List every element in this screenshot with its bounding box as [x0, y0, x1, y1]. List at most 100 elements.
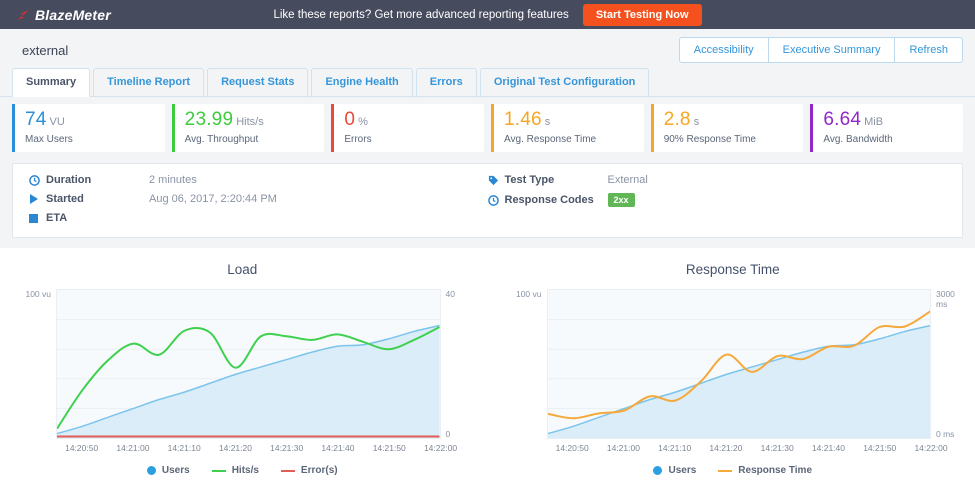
detail-row-duration: Duration2 minutes — [29, 174, 488, 186]
legend-line-marker — [212, 470, 226, 472]
kpi-unit: MiB — [864, 116, 883, 128]
x-axis-ticks: 14:20:50 14:21:00 14:21:10 14:21:20 14:21:30… — [56, 443, 441, 455]
brand-name: BlazeMeter — [35, 7, 111, 23]
kpi-label: Avg. Response Time — [504, 134, 634, 145]
x-tick-label: 14:20:50 — [556, 443, 589, 453]
kpi-label: Errors — [344, 134, 474, 145]
tab-errors[interactable]: Errors — [416, 68, 477, 97]
tab-summary[interactable]: Summary — [12, 68, 90, 97]
x-tick-label: 14:21:20 — [709, 443, 742, 453]
legend-line-marker — [281, 470, 295, 472]
y-axis-left-label: 100 vu — [503, 289, 547, 439]
plot-row: 100 vu 40 0 — [12, 289, 473, 439]
kpi-value: 23.99 — [185, 109, 234, 130]
y-axis-right: 3000 ms 0 ms — [931, 289, 963, 439]
kpi-value: 2.8 — [664, 109, 691, 130]
x-tick-label: 14:21:50 — [863, 443, 896, 453]
kpi-value-row: 1.46s — [504, 109, 634, 131]
kpi-card-avg-response-time: 1.46s Avg. Response Time — [491, 104, 644, 152]
kpi-value: 1.46 — [504, 109, 542, 130]
x-tick-label: 14:21:40 — [321, 443, 354, 453]
action-button-refresh[interactable]: Refresh — [894, 37, 963, 63]
tag-icon — [488, 175, 505, 186]
plot-area-load — [56, 289, 441, 439]
kpi-card-avg-throughput: 23.99Hits/s Avg. Throughput — [172, 104, 325, 152]
tab-original-test-configuration[interactable]: Original Test Configuration — [480, 68, 650, 97]
x-tick-label: 14:21:40 — [812, 443, 845, 453]
detail-row-started: StartedAug 06, 2017, 2:20:44 PM — [29, 193, 488, 205]
report-tabs: SummaryTimeline ReportRequest StatsEngin… — [0, 67, 975, 97]
kpi-card-90-response-time: 2.8s 90% Response Time — [651, 104, 804, 152]
x-tick-label: 14:20:50 — [65, 443, 98, 453]
x-tick-label: 14:21:00 — [116, 443, 149, 453]
x-tick-label: 14:22:00 — [914, 443, 947, 453]
charts-container: Load100 vu40014:20:5014:21:0014:21:1014:… — [12, 256, 963, 476]
chart-title: Load — [12, 262, 473, 277]
kpi-value-row: 23.99Hits/s — [185, 109, 315, 131]
clock-icon — [488, 195, 505, 206]
kpi-value: 74 — [25, 109, 47, 130]
kpi-label: Max Users — [25, 134, 155, 145]
kpi-card-avg-bandwidth: 6.64MiB Avg. Bandwidth — [810, 104, 963, 152]
detail-value: Aug 06, 2017, 2:20:44 PM — [149, 193, 277, 205]
y-axis-right-min: 0 — [446, 429, 473, 439]
kpi-card-max-users: 74VU Max Users — [12, 104, 165, 152]
action-button-executive-summary[interactable]: Executive Summary — [768, 37, 896, 63]
kpi-unit: VU — [50, 116, 65, 128]
square-icon — [29, 214, 46, 223]
detail-label: Response Codes — [505, 194, 608, 206]
legend-dot-marker — [147, 466, 156, 475]
blazemeter-flame-icon — [16, 9, 30, 21]
promo-text: Like these reports? Get more advanced re… — [273, 9, 568, 21]
test-details-panel: Duration2 minutes StartedAug 06, 2017, 2:… — [12, 163, 963, 238]
kpi-unit: s — [694, 116, 700, 128]
detail-row-response-codes: Response Codes2xx — [488, 193, 947, 207]
kpi-value-row: 6.64MiB — [823, 109, 953, 131]
chart-load: Load100 vu40014:20:5014:21:0014:21:1014:… — [12, 256, 473, 476]
y-axis-right-max: 40 — [446, 289, 473, 299]
x-tick-label: 14:21:20 — [219, 443, 252, 453]
kpi-unit: % — [358, 116, 368, 128]
x-tick-label: 14:21:10 — [658, 443, 691, 453]
plot-row: 100 vu 3000 ms 0 ms — [503, 289, 964, 439]
chart-title: Response Time — [503, 262, 964, 277]
tab-request-stats[interactable]: Request Stats — [207, 68, 308, 97]
x-tick-label: 14:21:50 — [373, 443, 406, 453]
kpi-label: 90% Response Time — [664, 134, 794, 145]
kpi-value: 0 — [344, 109, 355, 130]
action-button-accessibility[interactable]: Accessibility — [679, 37, 769, 63]
kpi-label: Avg. Throughput — [185, 134, 315, 145]
kpi-unit: s — [545, 116, 551, 128]
kpi-label: Avg. Bandwidth — [823, 134, 953, 145]
clock-icon — [29, 175, 46, 186]
plot-area-response-time — [547, 289, 932, 439]
y-axis-right-min: 0 ms — [936, 429, 963, 439]
kpi-value-row: 0% — [344, 109, 474, 131]
start-testing-button[interactable]: Start Testing Now — [583, 4, 702, 26]
kpi-value-row: 74VU — [25, 109, 155, 131]
report-header: external AccessibilityExecutive SummaryR… — [0, 29, 975, 63]
page-title: external — [12, 34, 78, 62]
legend-line-marker — [718, 470, 732, 472]
y-axis-right-max: 3000 ms — [936, 289, 963, 309]
detail-row-test-type: Test TypeExternal — [488, 174, 947, 186]
x-tick-label: 14:21:30 — [270, 443, 303, 453]
kpi-card-errors: 0% Errors — [331, 104, 484, 152]
y-axis-left-label: 100 vu — [12, 289, 56, 439]
tab-engine-health[interactable]: Engine Health — [311, 68, 412, 97]
details-left-column: Duration2 minutes StartedAug 06, 2017, 2:… — [29, 174, 488, 231]
detail-label: Test Type — [505, 174, 608, 186]
detail-label: ETA — [46, 212, 149, 224]
detail-label: Duration — [46, 174, 149, 186]
x-tick-label: 14:21:30 — [761, 443, 794, 453]
tab-timeline-report[interactable]: Timeline Report — [93, 68, 204, 97]
kpi-row: 74VU Max Users 23.99Hits/s Avg. Throughput 0… — [0, 97, 975, 152]
blazemeter-logo[interactable]: BlazeMeter — [16, 7, 111, 23]
detail-row-eta: ETA — [29, 212, 488, 224]
charts-panel: Load100 vu40014:20:5014:21:0014:21:1014:… — [0, 248, 975, 490]
header-actions: AccessibilityExecutive SummaryRefresh — [679, 37, 963, 63]
x-axis-ticks: 14:20:5014:21:0014:21:1014:21:2014:21:30… — [547, 443, 932, 455]
x-tick-label: 14:22:00 — [424, 443, 457, 453]
top-bar: BlazeMeter Like these reports? Get more … — [0, 0, 975, 29]
x-tick-label: 14:21:10 — [168, 443, 201, 453]
